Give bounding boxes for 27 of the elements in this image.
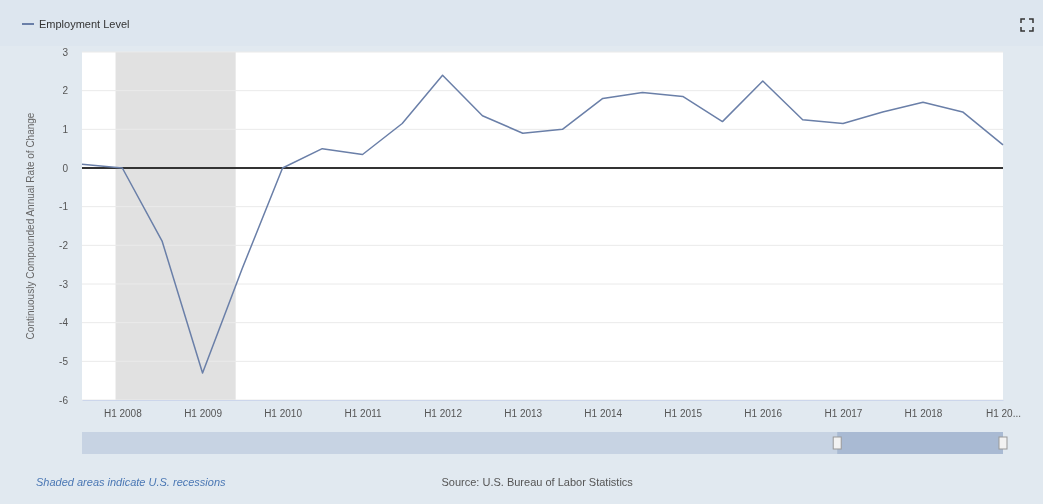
y-tick-label: -4	[59, 317, 69, 329]
x-tick-label: H1 2016	[744, 408, 783, 420]
y-tick-label: -6	[59, 394, 69, 406]
y-tick-label: 2	[62, 85, 69, 97]
y-tick-label: 3	[62, 46, 69, 58]
x-tick-label: H1 2017	[824, 408, 863, 420]
y-tick-label: -5	[59, 356, 69, 368]
x-tick-label: H1 2013	[504, 408, 543, 420]
x-tick-label: H1 2015	[664, 408, 703, 420]
x-tick-label: H1 2009	[184, 408, 223, 420]
x-tick-label: H1 2010	[264, 408, 303, 420]
y-tick-label: -3	[59, 278, 69, 290]
line-series	[81, 74, 1004, 374]
x-tick-label: H1 2012	[424, 408, 463, 420]
y-tick-label: 1	[62, 124, 69, 136]
x-tick-label: H1 2008	[103, 408, 143, 420]
legend-label: Employment Level	[39, 18, 130, 30]
text: Shaded areas indicate U.S. recessions	[36, 476, 227, 488]
x-tick-label: H1 2018	[904, 408, 943, 420]
y-tick-label: 0	[62, 162, 69, 174]
y-tick-label: -2	[59, 240, 69, 252]
x-tick-label: H1 2011	[344, 408, 383, 420]
y-axis-title: Continuously Compounded Annual Rate of Change	[25, 112, 36, 340]
source-note: Source: U.S. Bureau of Labor Statistics	[441, 476, 634, 488]
x-tick-label: H1 20...	[985, 408, 1022, 420]
x-tick-label: H1 2014	[584, 408, 623, 420]
y-tick-label: -1	[59, 201, 69, 213]
